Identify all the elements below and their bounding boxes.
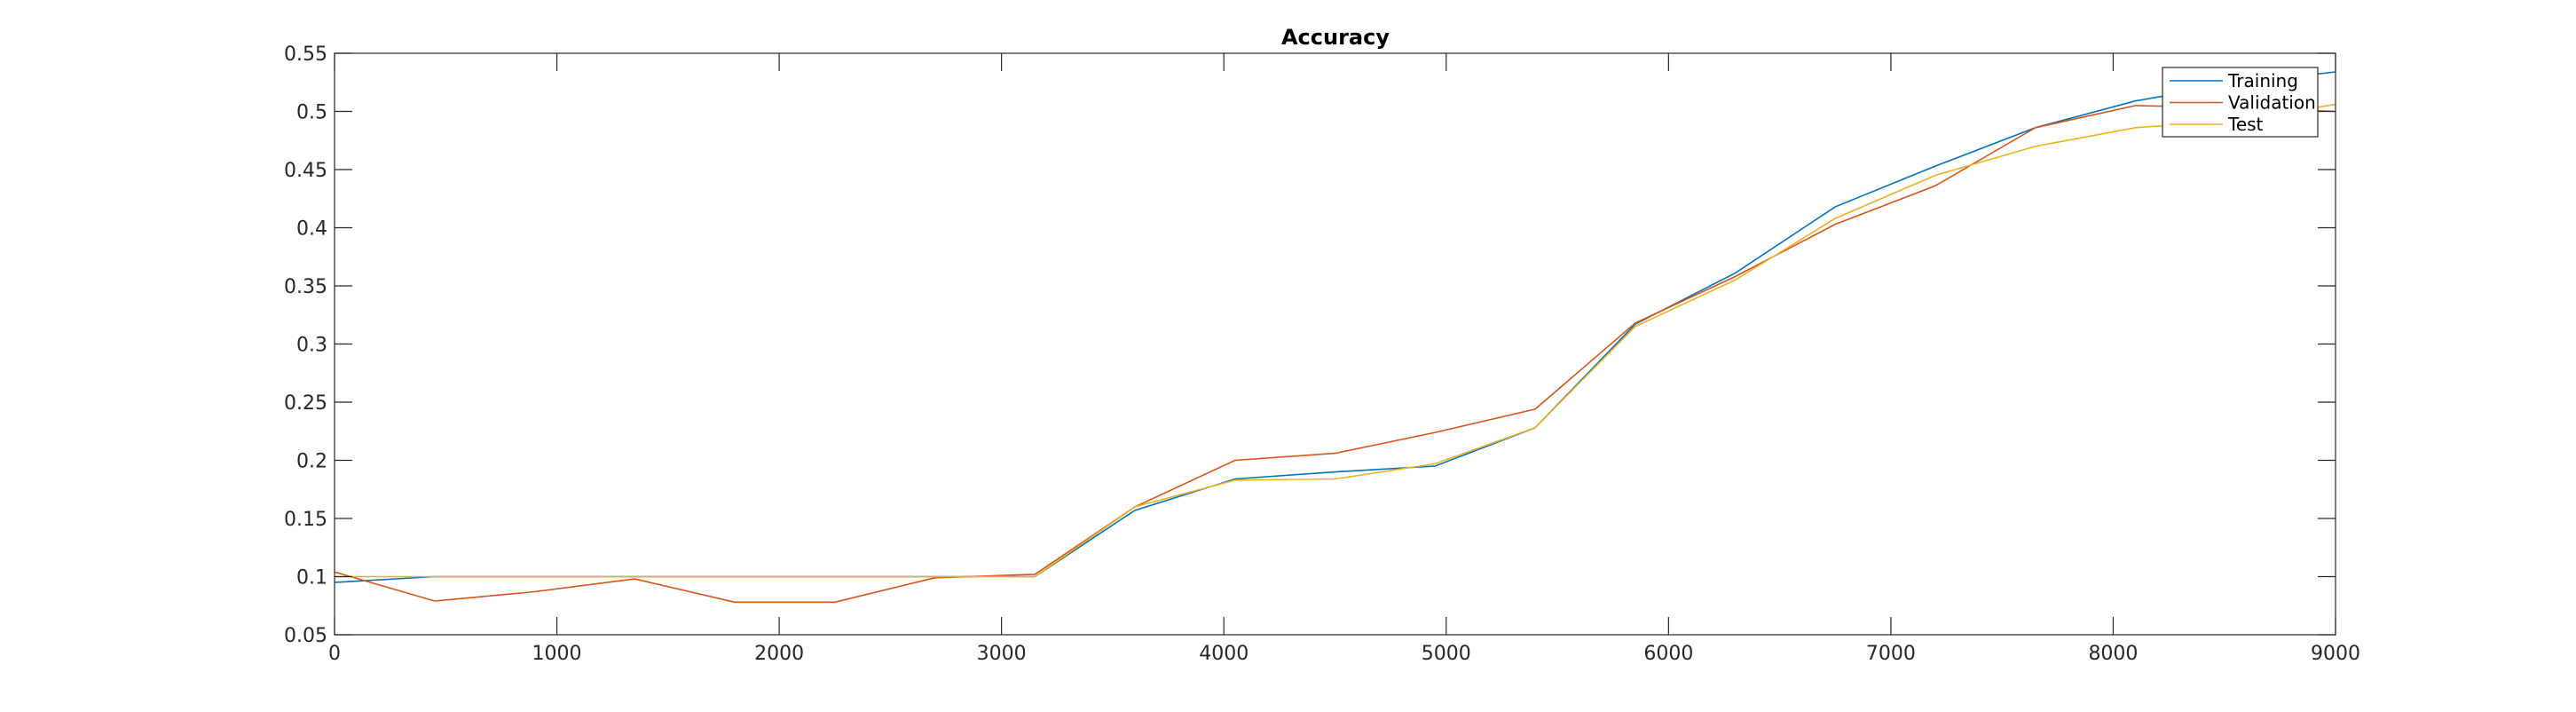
series-line-training xyxy=(335,71,2336,583)
x-tick-label: 5000 xyxy=(1422,643,1471,665)
legend-label-test: Test xyxy=(2227,114,2264,135)
y-tick-label: 0.4 xyxy=(296,218,327,241)
y-tick-label: 0.45 xyxy=(284,160,327,182)
x-tick-label: 6000 xyxy=(1643,643,1693,665)
x-tick-label: 0 xyxy=(328,643,341,665)
series-line-test xyxy=(335,103,2336,578)
y-tick-label: 0.1 xyxy=(296,567,327,589)
legend-label-validation: Validation xyxy=(2228,92,2316,114)
axes-box xyxy=(334,52,2336,636)
y-tick-label: 0.5 xyxy=(296,102,327,124)
x-tick-label: 4000 xyxy=(1199,643,1249,665)
plot-area xyxy=(335,71,2336,604)
axes: 0 1000 2000 3000 4000 5000 6000 7000 8000 9000 0.0… xyxy=(284,44,2360,665)
chart-title: Accuracy xyxy=(1281,25,1390,50)
x-tick-label: 1000 xyxy=(532,643,582,665)
y-tick-label: 0.05 xyxy=(284,625,327,647)
y-tick-label: 0.3 xyxy=(296,335,327,357)
x-tick-label: 8000 xyxy=(2088,643,2138,665)
x-tick-label: 3000 xyxy=(977,643,1027,665)
y-tick-label: 0.25 xyxy=(284,392,327,415)
y-tick-label: 0.35 xyxy=(284,276,327,298)
legend-label-training: Training xyxy=(2227,70,2298,91)
y-tick-label: 0.2 xyxy=(296,451,327,473)
y-tick-label: 0.55 xyxy=(284,44,327,66)
y-tick-label: 0.15 xyxy=(284,509,327,531)
x-tick-label: 2000 xyxy=(754,643,804,665)
series-line-validation xyxy=(335,105,2336,604)
x-tick-label: 9000 xyxy=(2311,643,2360,665)
x-tick-label: 7000 xyxy=(1866,643,1916,665)
